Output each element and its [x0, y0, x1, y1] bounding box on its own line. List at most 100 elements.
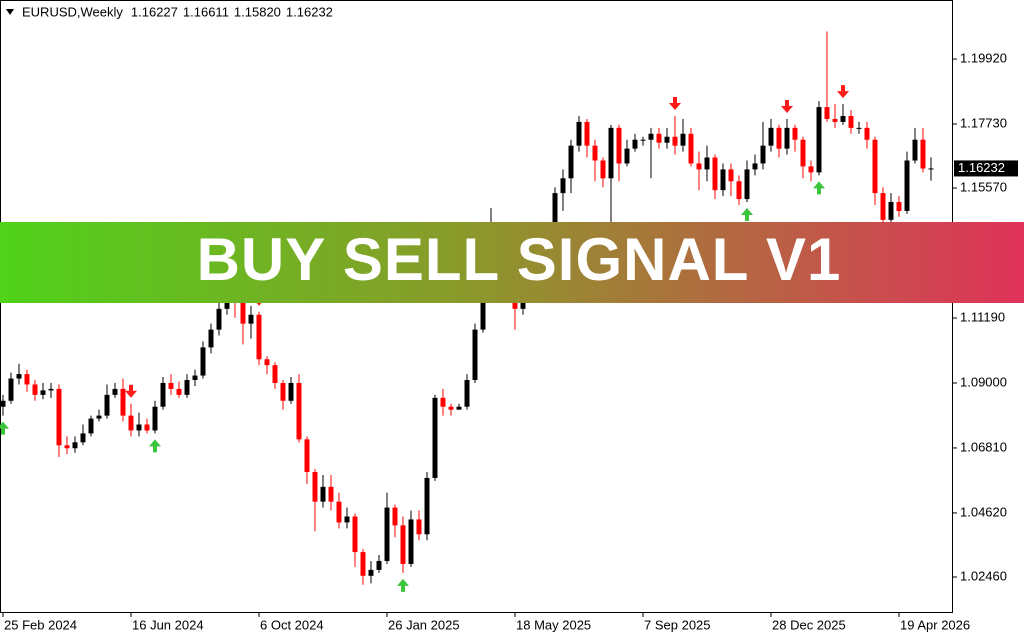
x-tick-label: 16 Jun 2024 [132, 617, 204, 632]
banner [0, 222, 1024, 303]
candle-body [816, 107, 822, 173]
candle-body [752, 163, 758, 170]
candle-body [72, 442, 78, 449]
header-value: 1.16232 [286, 4, 333, 19]
candle-body [264, 359, 270, 366]
candle-body [800, 139, 806, 167]
buy-arrow [813, 181, 825, 195]
candle-body [88, 418, 94, 434]
candle-body [648, 133, 654, 140]
candle-body [296, 382, 302, 440]
candle-body [144, 424, 150, 431]
candle-body [472, 329, 478, 381]
candle-body [96, 415, 102, 419]
candle-body [904, 160, 910, 211]
candle-body [584, 121, 590, 146]
candle-body [360, 552, 366, 576]
candle-body [456, 406, 462, 410]
candle-body [400, 525, 406, 564]
candle-body [864, 127, 870, 140]
candle-body [376, 560, 382, 570]
candle-body [16, 374, 22, 379]
candle-body [632, 139, 638, 149]
candle-body [408, 519, 414, 564]
candle-body [440, 397, 446, 407]
candle-body [664, 136, 670, 143]
x-tick-label: 7 Sep 2025 [644, 617, 711, 632]
candle-body [712, 157, 718, 191]
sell-arrow [781, 99, 793, 113]
candle-body [560, 178, 566, 194]
candle-body [696, 163, 702, 170]
candle-body [768, 127, 774, 146]
y-tick-label: 1.17730 [960, 115, 1007, 130]
header-value: 1.15820 [234, 4, 281, 19]
sell-arrow [837, 85, 849, 99]
x-tick-label: 26 Jan 2025 [388, 617, 460, 632]
candle-body [880, 193, 886, 220]
candle-body [288, 382, 294, 401]
y-tick-label: 1.15570 [960, 180, 1007, 195]
candle-body [272, 365, 278, 383]
x-tick-label: 28 Dec 2025 [772, 617, 846, 632]
candle-body [792, 127, 798, 140]
candle-body [576, 121, 582, 146]
candle-body [248, 314, 254, 324]
candle-body [856, 127, 862, 129]
header-value: 1.16611 [183, 4, 229, 19]
buy-arrow [0, 421, 9, 435]
x-tick-label: 6 Oct 2024 [260, 617, 324, 632]
y-tick-label: 1.02460 [960, 568, 1007, 583]
candle-body [840, 115, 846, 122]
sell-arrow [125, 384, 137, 398]
candle-body [744, 169, 750, 200]
candle-body [0, 400, 6, 407]
candle-body [592, 145, 598, 161]
x-tick-label: 25 Feb 2024 [4, 617, 77, 632]
candle-body [56, 388, 62, 446]
candle-body [136, 424, 142, 431]
y-tick-label: 1.11190 [960, 309, 1005, 324]
candle-body [464, 380, 470, 407]
candle-body [424, 477, 430, 535]
candle-body [8, 378, 14, 401]
plot-frame [0, 0, 953, 613]
x-tick-label: 19 Apr 2026 [900, 617, 970, 632]
candle-body [824, 107, 830, 119]
price-label: 1.16232 [958, 160, 1005, 175]
candle-body [392, 507, 398, 526]
candle-body [368, 569, 374, 576]
buy-arrow [149, 439, 161, 453]
candle-body [912, 139, 918, 161]
buy-arrow [397, 578, 409, 592]
marks [0, 31, 934, 592]
candle-body [552, 193, 558, 229]
dropdown-icon[interactable] [6, 9, 14, 15]
candle-body [680, 133, 686, 146]
candle-body [304, 439, 310, 472]
candle-body [920, 139, 926, 169]
y-tick-label: 1.04620 [960, 504, 1007, 519]
y-tick-label: 1.19920 [960, 50, 1007, 65]
candle-body [776, 127, 782, 149]
candle-body [200, 347, 206, 376]
candle-body [736, 181, 742, 200]
candle-body [280, 382, 286, 401]
candle-body [624, 148, 630, 164]
candle-body [216, 308, 222, 330]
candle-body [416, 519, 422, 535]
candle-body [128, 415, 134, 431]
candle-body [176, 388, 182, 395]
candle-body [152, 406, 158, 431]
candle-body [40, 390, 46, 395]
sell-arrow [669, 96, 681, 110]
candle-body [808, 166, 814, 173]
candle-body [120, 388, 126, 416]
candle-body [760, 145, 766, 164]
candle-body [848, 115, 854, 128]
symbol-title: EURUSD,Weekly [22, 4, 123, 19]
candle-body [328, 486, 334, 502]
candle-body [600, 160, 606, 179]
candle-body [256, 314, 262, 360]
